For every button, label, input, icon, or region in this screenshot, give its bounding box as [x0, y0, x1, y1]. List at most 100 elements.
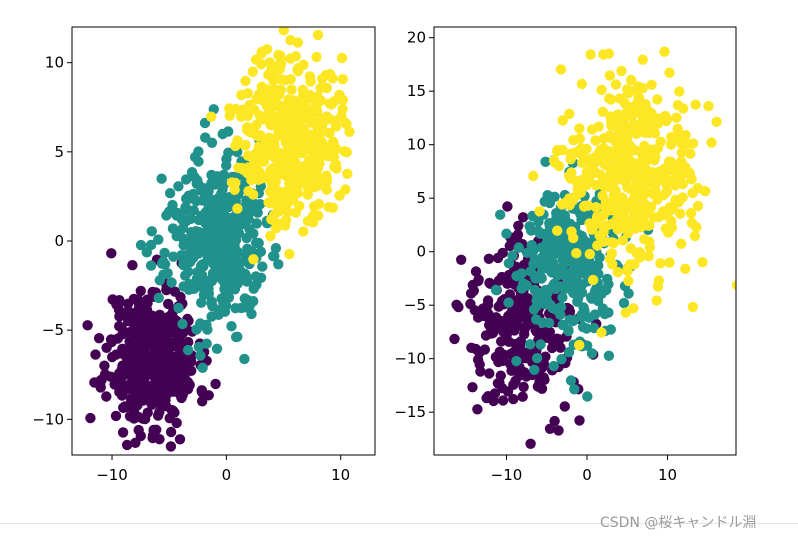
data-point [234, 256, 245, 268]
data-point [311, 51, 322, 63]
data-point [644, 242, 655, 253]
data-point [555, 309, 566, 320]
data-point [676, 238, 687, 249]
data-point [543, 317, 555, 329]
data-point [562, 276, 574, 288]
data-point [572, 293, 584, 304]
data-point [628, 101, 639, 113]
data-point [253, 174, 264, 185]
data-point [267, 163, 278, 174]
data-point [138, 337, 149, 348]
data-point [214, 211, 225, 222]
data-point [275, 148, 286, 159]
data-point [596, 84, 607, 96]
data-point [557, 254, 568, 265]
data-point [602, 273, 613, 285]
data-point [525, 438, 536, 449]
data-point [177, 318, 188, 330]
data-point [192, 175, 203, 186]
data-point [692, 200, 704, 212]
data-point [308, 217, 319, 228]
data-point [186, 236, 197, 247]
data-point [595, 169, 606, 180]
data-point [263, 174, 275, 185]
data-point [569, 384, 580, 395]
data-point [700, 186, 711, 197]
data-point [649, 127, 661, 139]
data-point [214, 201, 225, 213]
y-tick-label: 20 [407, 29, 426, 47]
data-point [558, 216, 569, 228]
data-point [267, 62, 279, 73]
data-point [271, 218, 282, 229]
y-tick-label: 0 [416, 243, 426, 261]
data-point [674, 86, 685, 97]
data-point [174, 339, 185, 351]
data-point [585, 49, 596, 60]
data-point [244, 300, 255, 311]
data-point [470, 343, 481, 355]
data-point [95, 380, 106, 391]
data-point [706, 137, 717, 148]
data-point [240, 75, 251, 87]
data-point [302, 166, 313, 177]
data-point [645, 144, 657, 155]
data-point [276, 156, 287, 167]
data-point [256, 114, 267, 126]
data-point [524, 339, 536, 350]
data-point [193, 146, 204, 157]
data-point [178, 386, 190, 397]
data-point [604, 130, 615, 141]
data-point [167, 199, 178, 211]
data-point [472, 312, 484, 323]
data-point [321, 184, 332, 195]
data-point [132, 459, 142, 469]
data-point [232, 203, 243, 214]
x-tick-label: 10 [331, 466, 350, 484]
data-point [156, 173, 167, 184]
data-point [278, 27, 289, 36]
data-point [235, 111, 247, 122]
data-point [280, 215, 292, 226]
data-point [610, 215, 622, 226]
data-point [268, 251, 279, 262]
data-point [608, 153, 620, 164]
data-point [577, 321, 589, 333]
data-point [565, 375, 577, 386]
data-point [538, 228, 549, 240]
data-point [596, 327, 607, 338]
data-point [197, 259, 208, 270]
data-point [298, 226, 309, 237]
data-point [168, 251, 179, 262]
data-point [514, 370, 525, 381]
data-point [206, 177, 217, 189]
data-point [629, 119, 640, 130]
data-point [128, 293, 140, 305]
data-point [285, 35, 296, 46]
data-point [193, 156, 204, 167]
data-point [123, 315, 134, 327]
data-point [135, 285, 146, 297]
data-point [584, 312, 595, 323]
data-point [582, 391, 593, 402]
data-point [518, 381, 529, 393]
data-point [308, 105, 319, 117]
data-point [214, 271, 225, 282]
data-point [145, 239, 157, 251]
data-point [311, 170, 322, 181]
axes-frame [433, 26, 737, 456]
data-point [664, 257, 675, 268]
data-point [166, 277, 177, 288]
data-point [603, 93, 615, 104]
data-point [233, 227, 245, 239]
data-point [248, 254, 259, 265]
data-point [184, 379, 195, 391]
data-point [553, 160, 565, 172]
data-point [622, 88, 634, 99]
data-point [339, 117, 351, 128]
data-point [114, 377, 126, 389]
data-point [508, 393, 519, 405]
data-point [556, 354, 567, 365]
data-point [576, 78, 588, 90]
data-point [165, 426, 177, 438]
